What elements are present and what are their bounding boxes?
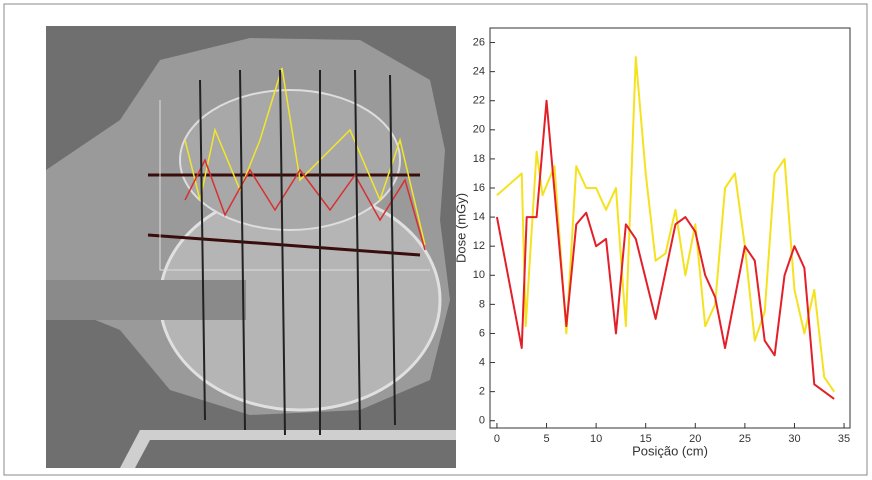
x-tick-label: 10 xyxy=(590,433,602,445)
y-tick-label: 4 xyxy=(479,356,485,368)
y-tick-label: 18 xyxy=(473,153,485,165)
xray-image xyxy=(46,26,456,468)
y-tick-label: 20 xyxy=(473,124,485,136)
y-tick-label: 0 xyxy=(479,415,485,427)
x-tick-label: 15 xyxy=(640,433,652,445)
y-tick-label: 10 xyxy=(473,269,485,281)
y-tick-label: 6 xyxy=(479,327,485,339)
x-tick-label: 20 xyxy=(689,433,701,445)
y-tick-label: 26 xyxy=(473,36,485,48)
x-tick-label: 25 xyxy=(739,433,751,445)
x-tick-label: 30 xyxy=(788,433,800,445)
y-tick-label: 12 xyxy=(473,240,485,252)
y-tick-label: 2 xyxy=(479,386,485,398)
y-tick-label: 8 xyxy=(479,298,485,310)
y-tick-label: 14 xyxy=(473,211,485,223)
y-axis-title: Dose (mGy) xyxy=(453,193,468,263)
data-line xyxy=(495,99,835,400)
y-tick-label: 22 xyxy=(473,95,485,107)
x-tick-label: 0 xyxy=(494,433,500,445)
y-tick-label: 24 xyxy=(473,66,485,78)
x-axis-title: Posição (cm) xyxy=(632,443,708,458)
x-tick-label: 5 xyxy=(543,433,549,445)
x-tick-label: 35 xyxy=(838,433,850,445)
y-tick-label: 16 xyxy=(473,182,485,194)
plot-frame xyxy=(489,27,851,429)
